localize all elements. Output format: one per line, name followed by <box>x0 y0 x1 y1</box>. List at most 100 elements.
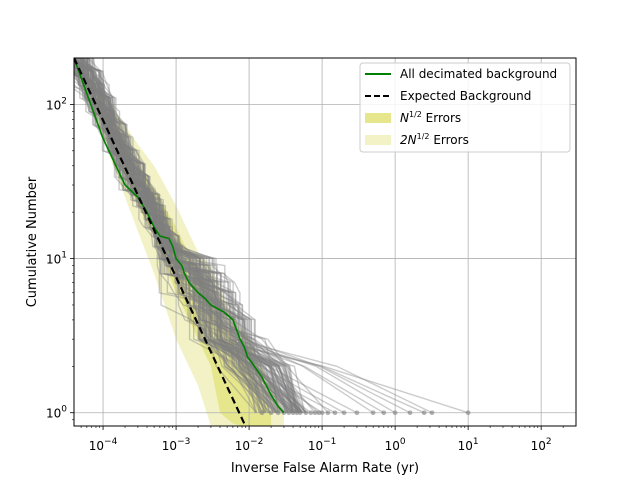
background-trial-line <box>78 58 295 413</box>
background-trial-endpoint <box>332 410 338 416</box>
x-tick-label: 102 <box>531 437 552 453</box>
background-trial-line <box>83 58 277 413</box>
background-trial-line <box>74 58 307 414</box>
background-trial-line <box>83 58 297 413</box>
background-trial-line <box>74 86 290 414</box>
background-trial-line <box>74 79 304 414</box>
background-trial-line <box>76 58 277 414</box>
background-trial-line <box>82 58 290 414</box>
background-trial-line <box>87 58 279 413</box>
background-trial-endpoint <box>341 410 347 416</box>
background-trial-line <box>74 62 278 414</box>
background-trial-line <box>74 58 292 414</box>
background-trial-line <box>74 62 278 414</box>
background-trial-line <box>74 61 411 414</box>
background-trial-line <box>74 72 374 414</box>
background-trial-endpoint <box>290 410 296 416</box>
background-trial-line <box>74 65 294 413</box>
background-trial-line <box>74 71 284 414</box>
background-trial-line <box>74 65 274 413</box>
x-axis-label: Inverse False Alarm Rate (yr) <box>231 461 419 476</box>
background-trial-line <box>74 71 301 414</box>
background-trial-line <box>74 70 288 414</box>
plot-frame <box>73 57 577 427</box>
background-trial-line <box>89 58 297 413</box>
background-trial-line <box>74 66 293 414</box>
background-trial-line <box>74 58 336 414</box>
x-tick-label: 10−3 <box>162 437 191 453</box>
background-trial-line <box>74 74 295 413</box>
legend-label: All decimated background <box>400 67 557 81</box>
error-bands <box>74 58 284 426</box>
background-trial-line <box>88 58 284 414</box>
background-trial-line <box>74 62 301 414</box>
background-trial-line <box>84 58 287 413</box>
background-trial-line <box>74 71 316 414</box>
background-trial-line <box>81 58 271 413</box>
background-trial-line <box>81 58 275 414</box>
background-trial-line <box>75 58 267 414</box>
background-trial-line <box>74 67 307 414</box>
background-trial-line <box>74 64 265 414</box>
background-trial-endpoint <box>370 410 376 416</box>
background-trial-endpoint <box>319 410 325 416</box>
legend-label: N1/2 Errors <box>400 110 461 125</box>
background-trial-line <box>74 63 303 414</box>
background-trials <box>74 58 471 416</box>
background-trial-line <box>81 58 269 413</box>
background-trial-line <box>84 58 281 413</box>
series-all-decimated-background <box>74 58 285 414</box>
background-trial-line <box>74 74 299 414</box>
background-trial-line <box>79 58 469 414</box>
background-trial-endpoint <box>325 410 331 416</box>
background-trial-line <box>74 74 303 414</box>
background-trial-endpoint <box>297 410 303 416</box>
background-trial-line <box>87 58 306 413</box>
background-trial-line <box>86 58 299 413</box>
background-trial-endpoint <box>429 410 435 416</box>
background-trial-line <box>91 58 257 414</box>
background-trial-line <box>82 58 263 413</box>
y-tick-label: 100 <box>46 405 67 421</box>
background-trial-endpoint <box>407 410 413 416</box>
background-trial-line <box>77 58 258 413</box>
background-trial-line <box>75 58 298 414</box>
background-trial-line <box>74 58 320 414</box>
background-trial-endpoint <box>294 410 300 416</box>
background-trial-line <box>88 58 358 414</box>
background-trial-line <box>81 58 294 414</box>
background-trial-line <box>75 58 285 414</box>
background-trial-line <box>74 62 279 414</box>
background-trial-line <box>84 58 261 413</box>
background-trial-endpoint <box>316 410 322 416</box>
x-tick-label: 10−1 <box>308 437 337 453</box>
background-trial-line <box>76 58 295 413</box>
y-tick-label: 101 <box>46 251 67 267</box>
x-tick-label: 10−4 <box>89 437 118 453</box>
background-trial-line <box>74 59 270 414</box>
background-trial-line <box>74 61 293 413</box>
background-trial-endpoint <box>465 410 471 416</box>
legend-label: Expected Background <box>400 89 531 103</box>
background-trial-endpoint <box>286 410 292 416</box>
background-trial-line <box>81 58 295 414</box>
background-trial-line <box>74 61 303 414</box>
background-trial-endpoint <box>354 410 360 416</box>
background-trial-line <box>85 58 296 414</box>
background-trial-endpoint <box>275 410 281 416</box>
series-lines <box>74 58 285 425</box>
background-trial-line <box>78 58 292 414</box>
background-trial-line <box>86 58 298 414</box>
background-trial-line <box>79 58 345 414</box>
background-trial-line <box>74 73 261 413</box>
background-trial-line <box>74 67 433 414</box>
background-trial-endpoint <box>381 410 387 416</box>
legend-box <box>359 62 571 153</box>
y-axis-ticks: 100 101 102 <box>46 96 74 421</box>
x-tick-label: 100 <box>385 437 406 453</box>
error-band-2 <box>74 58 272 426</box>
x-tick-label: 10−2 <box>235 437 264 453</box>
background-trial-line <box>88 58 302 413</box>
background-trial-line <box>87 58 293 413</box>
